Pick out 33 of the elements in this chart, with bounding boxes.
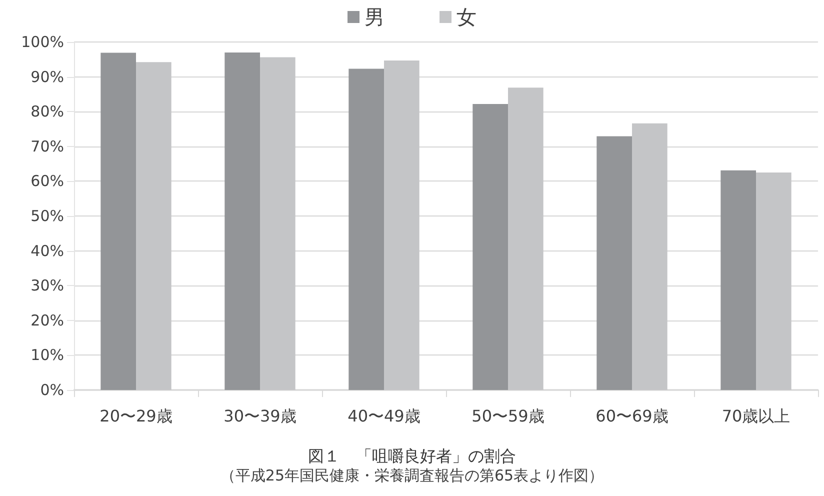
y-tick-label: 30%	[30, 276, 64, 295]
bar	[596, 136, 632, 390]
x-tick-label: 60〜69歳	[596, 406, 668, 426]
y-tick-label: 40%	[30, 242, 64, 260]
y-tick-label: 80%	[30, 102, 64, 121]
bar	[260, 57, 296, 390]
bar	[756, 172, 792, 390]
y-tick-label: 70%	[30, 137, 64, 156]
bar	[508, 88, 544, 390]
x-tick-label: 30〜39歳	[224, 406, 296, 426]
y-tick-label: 20%	[30, 311, 64, 330]
text: 図１ 「咀嚼良好者」の割合	[308, 446, 516, 466]
bar	[472, 104, 508, 390]
x-tick-label: 50〜59歳	[472, 406, 544, 426]
y-tick-label: 50%	[30, 207, 64, 225]
bar	[136, 62, 172, 390]
bar	[224, 52, 260, 390]
y-tick-label: 100%	[21, 33, 64, 51]
x-tick-label: 40〜49歳	[348, 406, 420, 426]
x-tick-label: 20〜29歳	[100, 406, 172, 426]
bar	[632, 123, 668, 390]
y-tick-label: 0%	[40, 381, 64, 399]
y-tick-label: 10%	[30, 346, 64, 364]
legend-label: 女	[456, 5, 476, 29]
y-tick-label: 60%	[30, 172, 64, 190]
x-tick-label: 70歳以上	[722, 406, 790, 426]
legend-label: 男	[364, 5, 384, 29]
bar	[100, 52, 136, 390]
bar	[384, 60, 420, 390]
bar	[348, 68, 384, 390]
text: （平成25年国民健康・栄養調査報告の第65表より作図）	[220, 466, 604, 484]
y-tick-label: 90%	[30, 68, 64, 86]
bar	[720, 170, 756, 390]
